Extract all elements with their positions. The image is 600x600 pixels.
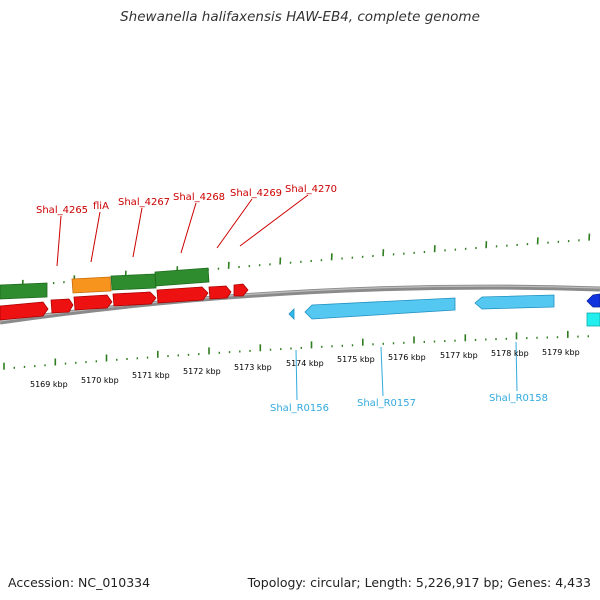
label-shal-r0157[interactable]: Shal_R0157 [357, 398, 416, 409]
rna-shal-r0156-arrow[interactable] [288, 308, 295, 320]
rna-shal-r0158-arrow[interactable] [474, 294, 555, 310]
gene-red-3-arrow[interactable] [73, 294, 113, 311]
label-flia[interactable]: fliA [93, 201, 109, 212]
rna-shal-r0157-arrow[interactable] [304, 297, 456, 320]
ruler-label-5173: 5173 kbp [234, 363, 272, 372]
leader-shal-4269 [216, 198, 253, 249]
label-shal-r0158[interactable]: Shal_R0158 [489, 393, 548, 404]
genome-title: Shewanella halifaxensis HAW-EB4, complet… [120, 9, 480, 25]
ruler-label-5175: 5175 kbp [337, 355, 375, 364]
genome-backbone [0, 284, 600, 325]
leader-shal-4267 [132, 207, 143, 258]
ruler-label-5179: 5179 kbp [542, 348, 580, 357]
label-shal-4267[interactable]: Shal_4267 [118, 197, 170, 208]
leader-shal-r0157 [380, 346, 384, 397]
gene-red-6-arrow[interactable] [208, 285, 232, 300]
reverse-gene-track [0, 283, 249, 321]
upper-gene-labels: Shal_4265 fliA Shal_4267 Shal_4268 Shal_… [36, 184, 337, 216]
ruler-label-5177: 5177 kbp [440, 351, 478, 360]
ruler-label-5178: 5178 kbp [491, 349, 529, 358]
gene-red-7-arrow[interactable] [233, 283, 249, 297]
gene-blue-edge-arrow[interactable] [586, 293, 600, 308]
leader-shal-4268 [180, 202, 197, 254]
ruler-labels: 5169 kbp 5170 kbp 5171 kbp 5172 kbp 5173… [30, 348, 580, 389]
genome-backbone-highlight [0, 285, 600, 322]
ruler-label-5169: 5169 kbp [30, 380, 68, 389]
ruler-label-5170: 5170 kbp [81, 376, 119, 385]
gene-red-2-arrow[interactable] [50, 298, 74, 314]
accession-text: Accession: NC_010334 [8, 575, 151, 590]
forward-gene-track [0, 267, 210, 300]
gene-flia-arrow[interactable] [71, 276, 112, 294]
leader-shal-4265 [56, 215, 62, 267]
ruler-label-5171: 5171 kbp [132, 371, 170, 380]
ruler-label-5174: 5174 kbp [286, 359, 324, 368]
gene-red-4-arrow[interactable] [112, 291, 157, 307]
ruler-label-5172: 5172 kbp [183, 367, 221, 376]
label-leader-lines [56, 194, 518, 401]
gene-shal-4267-arrow[interactable] [110, 273, 157, 291]
leader-shal-r0158 [515, 341, 518, 392]
genome-info-text: Topology: circular; Length: 5,226,917 bp… [247, 575, 591, 590]
gene-red-1-arrow[interactable] [0, 301, 49, 321]
ruler-tick-row [3, 330, 589, 370]
gene-shal-4268-arrow[interactable] [154, 267, 210, 287]
label-shal-4265[interactable]: Shal_4265 [36, 205, 88, 216]
label-shal-r0156[interactable]: Shal_R0156 [270, 403, 329, 414]
label-shal-4270[interactable]: Shal_4270 [285, 184, 337, 195]
gene-shal-4265-arrow[interactable] [0, 282, 48, 300]
rna-track [288, 293, 600, 327]
ruler-label-5176: 5176 kbp [388, 353, 426, 362]
leader-flia [90, 211, 101, 263]
lower-gene-labels: Shal_R0156 Shal_R0157 Shal_R0158 [270, 393, 548, 414]
label-shal-4268[interactable]: Shal_4268 [173, 192, 225, 203]
gene-cyan-edge-box[interactable] [586, 312, 600, 327]
label-shal-4269[interactable]: Shal_4269 [230, 188, 282, 199]
leader-shal-r0156 [295, 349, 298, 401]
leader-shal-4270 [239, 194, 309, 247]
gene-red-5-arrow[interactable] [156, 286, 209, 304]
